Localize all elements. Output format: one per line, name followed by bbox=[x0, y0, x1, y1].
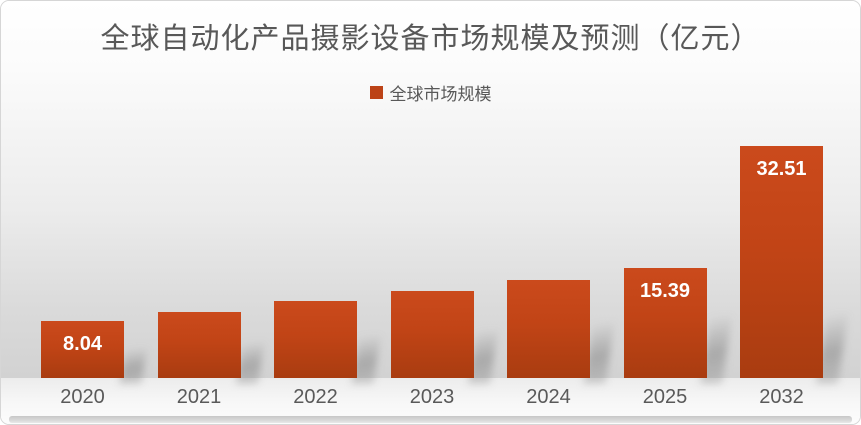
bar-2032: 32.51 bbox=[740, 146, 823, 378]
x-axis-label-2020: 2020 bbox=[60, 386, 105, 408]
x-axis-label-2032: 2032 bbox=[759, 386, 804, 408]
legend-label: 全球市场规模 bbox=[389, 85, 492, 104]
legend-swatch-icon bbox=[369, 86, 383, 99]
x-axis-label-2023: 2023 bbox=[409, 386, 455, 408]
card-bottom-shadow bbox=[9, 416, 852, 423]
legend: 全球市场规模 bbox=[1, 80, 860, 105]
bar-2025: 15.39 bbox=[623, 268, 707, 378]
data-label-2025: 15.39 bbox=[639, 280, 691, 302]
bar-2020: 8.04 bbox=[41, 321, 124, 378]
bar-2021 bbox=[157, 312, 241, 378]
plot-area: 8.04 2020 2021 2022 2023 2024 15.39 2025 32.51 20… bbox=[1, 1, 860, 408]
bar-2024 bbox=[507, 280, 590, 378]
x-axis-label-2024: 2024 bbox=[526, 386, 571, 408]
bar-2022 bbox=[274, 301, 357, 378]
x-axis-label-2021: 2021 bbox=[176, 386, 222, 408]
x-axis-label-2022: 2022 bbox=[293, 386, 338, 408]
chart-title: 全球自动化产品摄影设备市场规模及预测（亿元） bbox=[100, 23, 761, 55]
x-axis-label-2025: 2025 bbox=[642, 386, 688, 408]
bar-2023 bbox=[390, 291, 474, 378]
data-label-2020: 8.04 bbox=[63, 333, 102, 355]
data-label-2032: 32.51 bbox=[756, 158, 807, 180]
